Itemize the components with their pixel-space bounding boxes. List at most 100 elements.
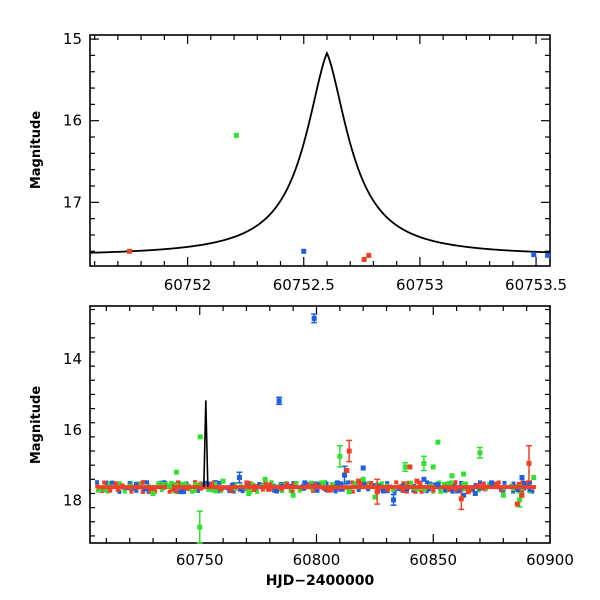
- blue-point: [178, 489, 184, 495]
- baseline-point: [170, 487, 175, 492]
- red-point: [414, 478, 420, 484]
- baseline-point: [260, 487, 265, 492]
- baseline-point: [350, 489, 355, 494]
- baseline-point: [404, 481, 409, 486]
- bottom-y-tick-label: 14: [63, 350, 82, 368]
- baseline-point: [409, 480, 414, 485]
- bottom-x-tick-label: 60900: [526, 551, 574, 569]
- baseline-point: [103, 488, 108, 493]
- bottom-panel: 60750 60800 60850 60900 14 16 18 Magnitude HJ…: [29, 305, 574, 589]
- baseline-point: [203, 480, 208, 485]
- red-point: [407, 464, 413, 470]
- baseline-point: [431, 488, 436, 493]
- green-point: [430, 464, 436, 470]
- blue-point: [360, 465, 366, 471]
- baseline-point: [269, 480, 274, 485]
- bottom-y-tick-labels: 14 16 18: [63, 350, 82, 509]
- baseline-point: [297, 488, 302, 493]
- baseline-point: [156, 481, 161, 486]
- red-point: [344, 467, 350, 473]
- baseline-point: [404, 489, 409, 494]
- green-point: [290, 492, 296, 498]
- baseline-point: [446, 481, 451, 486]
- baseline-point: [169, 480, 174, 485]
- baseline-point: [105, 489, 110, 494]
- baseline-point: [346, 480, 351, 485]
- bottom-x-tick-label: 60800: [293, 551, 341, 569]
- baseline-point: [353, 481, 358, 486]
- baseline-point: [102, 480, 107, 485]
- baseline-point: [470, 488, 475, 493]
- green-point: [262, 476, 268, 482]
- red-point: [458, 496, 464, 502]
- top-data-points: [126, 132, 551, 262]
- baseline-point: [425, 480, 430, 485]
- green-point: [500, 492, 506, 498]
- bottom-x-axis-label: HJD−2400000: [266, 573, 375, 589]
- baseline-point: [255, 489, 260, 494]
- red-point: [361, 256, 367, 262]
- baseline-point: [450, 489, 455, 494]
- baseline-point: [252, 487, 257, 492]
- baseline-point: [530, 489, 535, 494]
- baseline-point: [257, 482, 262, 487]
- bottom-y-tick-label: 16: [63, 421, 82, 439]
- green-point: [150, 490, 156, 496]
- baseline-point: [273, 488, 278, 493]
- blue-point: [489, 480, 495, 486]
- baseline-point: [339, 481, 344, 486]
- baseline-point: [210, 488, 215, 493]
- blue-point: [301, 248, 307, 254]
- baseline-point: [464, 481, 469, 486]
- baseline-point: [110, 480, 115, 485]
- baseline-point: [267, 482, 272, 487]
- baseline-point: [107, 481, 112, 486]
- top-x-tick-label: 60752.5: [273, 276, 335, 294]
- baseline-point: [516, 481, 521, 486]
- blue-point: [236, 475, 242, 481]
- green-point: [360, 476, 366, 482]
- baseline-point: [152, 488, 157, 493]
- baseline-point: [231, 489, 236, 494]
- baseline-point: [496, 480, 501, 485]
- baseline-point: [519, 489, 524, 494]
- baseline-point: [290, 489, 295, 494]
- baseline-point: [481, 481, 486, 486]
- baseline-point: [413, 489, 418, 494]
- baseline-point: [369, 480, 374, 485]
- model-curve: [89, 50, 551, 254]
- baseline-point: [95, 480, 100, 485]
- green-point: [461, 471, 467, 477]
- blue-point: [472, 490, 478, 496]
- baseline-point: [400, 488, 405, 493]
- baseline-point: [438, 489, 443, 494]
- baseline-point: [386, 487, 391, 492]
- baseline-point: [528, 480, 533, 485]
- baseline-point: [362, 481, 367, 486]
- baseline-point: [164, 482, 169, 487]
- baseline-point: [385, 481, 390, 486]
- baseline-point: [187, 487, 192, 492]
- baseline-point: [446, 488, 451, 493]
- baseline-point: [167, 489, 172, 494]
- blue-point: [302, 480, 308, 486]
- baseline-point: [117, 481, 122, 486]
- baseline-point: [419, 489, 424, 494]
- green-point: [372, 494, 378, 500]
- blue-point: [531, 252, 537, 258]
- baseline-point: [527, 487, 532, 492]
- baseline-point: [390, 488, 395, 493]
- baseline-point: [406, 480, 411, 485]
- baseline-point: [174, 483, 179, 488]
- baseline-point: [172, 487, 177, 492]
- baseline-point: [246, 480, 251, 485]
- blue-point: [545, 252, 551, 258]
- red-point: [328, 487, 334, 493]
- baseline-point: [190, 489, 195, 494]
- baseline-point: [457, 489, 462, 494]
- bottom-x-tick-label: 60750: [176, 551, 224, 569]
- baseline-point: [263, 480, 268, 485]
- baseline-point: [313, 482, 318, 487]
- baseline-point: [394, 480, 399, 485]
- red-point: [346, 448, 352, 454]
